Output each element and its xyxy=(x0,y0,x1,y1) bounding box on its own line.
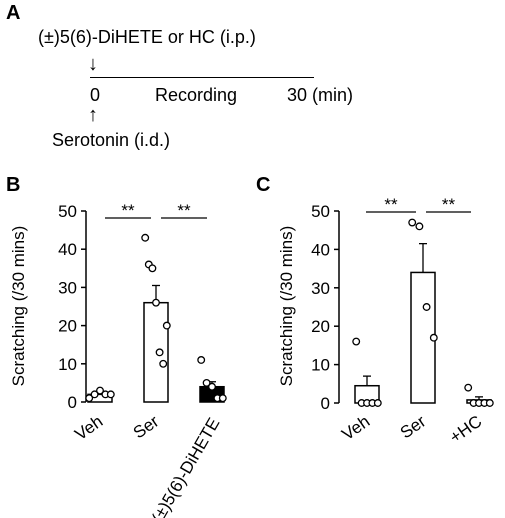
chart-c-data-point xyxy=(373,399,382,407)
chart-c-y-tick-label: 10 xyxy=(311,356,330,375)
chart-b-data-point xyxy=(155,348,164,357)
chart-c-data-point xyxy=(352,337,361,346)
chart-b-data-point xyxy=(90,390,99,399)
chart-b-y-tick-label: 0 xyxy=(68,393,77,412)
timeline-axis xyxy=(90,77,314,78)
panel-letter-a: A xyxy=(6,2,21,24)
chart-b-significance-label: ** xyxy=(177,201,191,220)
chart-c-y-tick-label: 30 xyxy=(311,279,330,298)
recording-label: Recording xyxy=(155,85,238,105)
chart-b-y-tick-label: 20 xyxy=(58,317,77,336)
chart-b-y-tick-label: 50 xyxy=(58,202,77,221)
chart-c-data-point xyxy=(422,303,431,311)
treatment-label: (±)5(6)-DiHETE or HC (i.p.) xyxy=(38,27,256,47)
chart-b-y-tick-label: 10 xyxy=(58,355,77,374)
chart-b-data-point xyxy=(197,356,206,364)
chart-c-y-axis-title: Scratching (/30 mins) xyxy=(277,226,296,387)
chart-b-data-point xyxy=(159,359,168,368)
chart-c-significance-label: ** xyxy=(442,195,456,214)
treatment-arrow: ↓ xyxy=(88,53,98,75)
chart-b-y-tick-label: 40 xyxy=(58,240,77,259)
chart-b-data-point xyxy=(106,390,115,399)
chart-c-data-point xyxy=(485,399,494,407)
chart-c-data-point xyxy=(415,222,424,231)
chart-c-y-tick-label: 40 xyxy=(311,240,330,259)
chart-b-y-tick-label: 30 xyxy=(58,278,77,297)
chart-c-category-label: Ser xyxy=(397,412,430,443)
chart-b-data-point xyxy=(85,394,94,403)
chart-b-data-point xyxy=(148,264,157,273)
panel-letter-c: C xyxy=(256,174,271,196)
chart-b-data-point xyxy=(141,233,150,242)
chart-c-significance-label: ** xyxy=(384,195,398,214)
chart-c-data-point xyxy=(408,218,417,227)
timeline-end: 30 (min) xyxy=(287,85,354,105)
chart-b-category-label: Veh xyxy=(71,412,106,444)
chart-c-y-tick-label: 50 xyxy=(311,202,330,221)
chart-b-data-point xyxy=(96,386,104,395)
injection-arrow: ↑ xyxy=(88,104,98,126)
chart-b-data-point xyxy=(202,378,211,387)
chart-b-data-point xyxy=(208,382,216,391)
chart-c-category-label: Veh xyxy=(338,412,373,444)
chart-b-y-axis-title: Scratching (/30 mins) xyxy=(9,226,28,387)
chart-b-significance-label: ** xyxy=(121,201,135,220)
chart-b-category-label: Ser xyxy=(130,412,163,443)
chart-c-category-label: +HC xyxy=(446,412,485,447)
chart-b-data-point xyxy=(152,298,160,307)
injection-label: Serotonin (i.d.) xyxy=(52,130,171,150)
chart-c-data-point xyxy=(464,383,473,392)
chart-c-data-point xyxy=(429,333,438,342)
timeline-start: 0 xyxy=(90,85,101,105)
chart-b-data-point xyxy=(162,321,171,330)
panel-letter-b: B xyxy=(6,174,21,196)
chart-c-y-tick-label: 0 xyxy=(321,394,330,413)
chart-b-data-point xyxy=(218,394,227,403)
chart-c-y-tick-label: 20 xyxy=(311,317,330,336)
